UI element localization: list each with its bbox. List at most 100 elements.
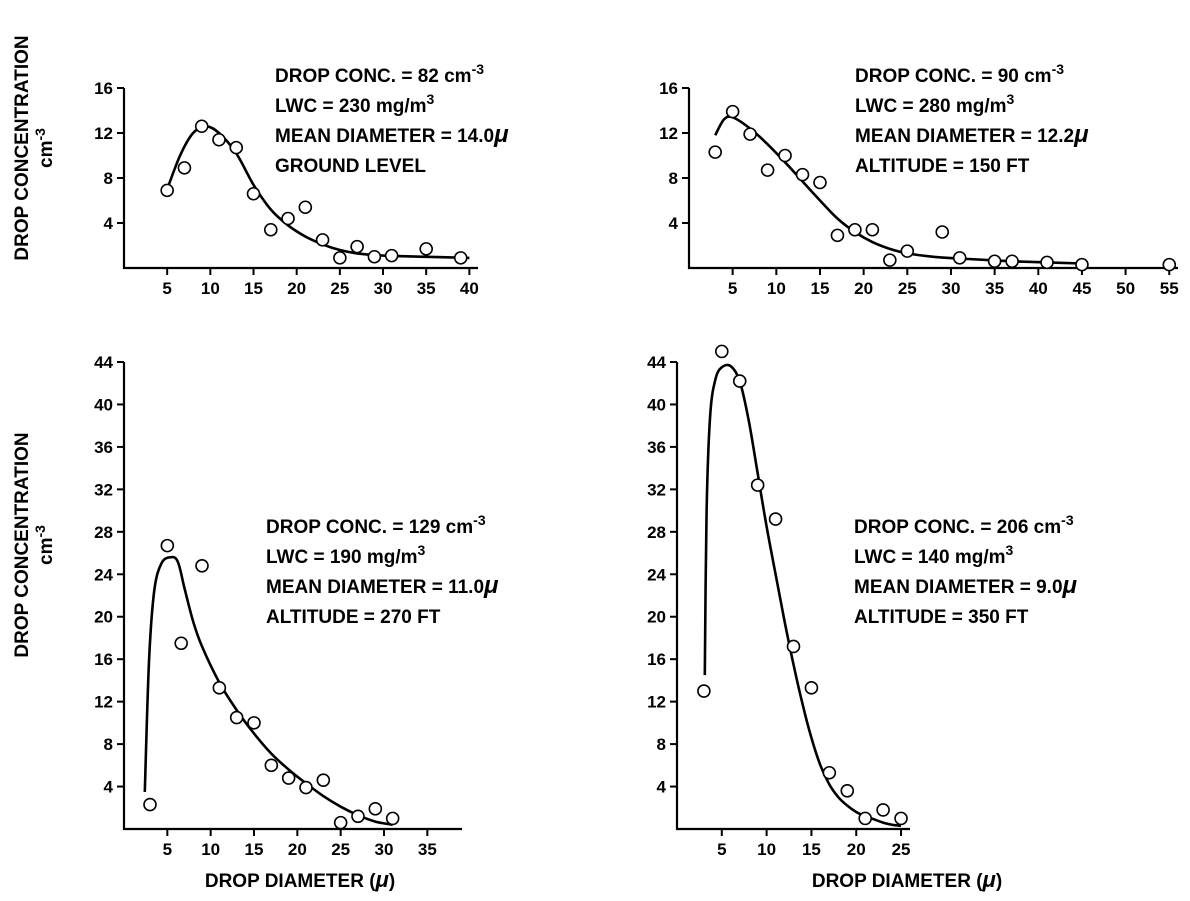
data-point [840, 783, 855, 798]
y-tick-label: 32 [94, 480, 113, 499]
annotation-line: MEAN DIAMETER = 11.0μ [266, 572, 499, 599]
x-tick-label: 10 [757, 840, 776, 859]
y-tick-label: 12 [659, 124, 678, 143]
annotation-line: ALTITUDE = 350 FT [854, 607, 1029, 628]
data-point [760, 163, 775, 177]
x-tick-label: 10 [767, 279, 786, 298]
data-point [229, 140, 244, 155]
annotation-line: DROP CONC. = 129 cm-3 [266, 512, 486, 538]
y-tick-label: 16 [659, 79, 678, 98]
data-point [160, 183, 174, 198]
data-point [229, 710, 244, 725]
data-point [813, 175, 827, 190]
annotation-line: MEAN DIAMETER = 14.0μ [275, 121, 509, 148]
x-tick-label: 20 [287, 279, 306, 298]
data-point [732, 374, 747, 388]
x-tick-label: 5 [728, 279, 737, 298]
y-tick-label: 36 [94, 438, 113, 457]
data-point [195, 558, 209, 573]
data-point [177, 161, 192, 175]
data-point [212, 681, 227, 695]
x-tick-label: 45 [1072, 279, 1091, 298]
y-tick-label: 12 [647, 693, 666, 712]
annotation-line: DROP CONC. = 82 cm-3 [275, 61, 484, 87]
x-tick-label: 25 [330, 279, 349, 298]
data-point [876, 803, 890, 817]
data-point [795, 167, 810, 182]
data-point [333, 251, 347, 265]
data-point [298, 200, 313, 215]
x-tick-label: 25 [331, 840, 350, 859]
x-tick-label: 30 [942, 279, 961, 298]
data-point [952, 251, 967, 265]
x-tick-label: 25 [892, 840, 911, 859]
data-point [822, 765, 837, 780]
data-point [804, 681, 819, 695]
data-point [350, 239, 364, 254]
data-point [368, 802, 383, 816]
data-point [1005, 254, 1019, 269]
data-point [333, 815, 348, 830]
y-axis-title-top-unit: cm-3 [32, 128, 57, 168]
y-tick-label: 12 [94, 693, 113, 712]
y-tick-label: 36 [647, 438, 666, 457]
x-tick-label: 35 [985, 279, 1004, 298]
axes [122, 362, 462, 831]
x-tick-label: 15 [245, 840, 264, 859]
data-point [385, 811, 400, 826]
data-point [778, 148, 792, 163]
x-tick-label: 35 [418, 840, 437, 859]
annotation-line: LWC = 230 mg/m3 [275, 91, 435, 117]
y-tick-label: 4 [104, 214, 114, 233]
axes [675, 362, 910, 831]
x-tick-label: 50 [1116, 279, 1135, 298]
annotation-line: DROP CONC. = 206 cm-3 [854, 512, 1074, 538]
y-axis-title-bottom-unit: cm-3 [32, 525, 57, 565]
y-axis-title-top: DROP CONCENTRATION [12, 35, 33, 260]
data-point [894, 811, 908, 826]
data-point [768, 512, 783, 526]
data-point [987, 254, 1002, 269]
y-tick-label: 20 [94, 608, 113, 627]
data-point [143, 797, 157, 812]
data-point [315, 233, 330, 247]
x-tick-label: 40 [460, 279, 479, 298]
x-axis-title-right: DROP DIAMETER (μ) [812, 867, 1002, 892]
data-point [299, 780, 313, 795]
chart-panel-4: 4 8 12 16 20 24 28 32 36 40 44 5 10 15 20 25 DROP CONC. … [647, 344, 1078, 859]
annotation-line: MEAN DIAMETER = 12.2μ [855, 121, 1089, 148]
data-point [1162, 257, 1177, 272]
annotation-line: DROP CONC. = 90 cm-3 [855, 61, 1064, 87]
x-tick-label: 15 [244, 279, 263, 298]
y-tick-label: 16 [94, 79, 113, 98]
x-axis-title-left: DROP DIAMETER (μ) [205, 867, 395, 892]
x-tick-label: 15 [802, 840, 821, 859]
axes [687, 88, 1178, 270]
x-tick-label: 5 [162, 279, 171, 298]
y-tick-label: 20 [647, 608, 666, 627]
y-tick-label: 4 [657, 778, 667, 797]
x-tick-label: 10 [201, 279, 220, 298]
x-tick-label: 40 [1029, 279, 1048, 298]
data-point [453, 251, 468, 265]
data-point [160, 538, 175, 553]
y-tick-label: 44 [647, 353, 666, 372]
data-point [281, 771, 296, 785]
chart-panel-3: 4 8 12 16 20 24 28 32 36 40 44 5 10 15 20 25 30 35 DROP CO… [94, 353, 499, 859]
y-tick-label: 16 [94, 650, 113, 669]
x-tick-label: 20 [847, 840, 866, 859]
data-point [281, 211, 295, 226]
annotation-line: ALTITUDE = 270 FT [266, 607, 441, 628]
data-point [263, 222, 278, 237]
y-tick-label: 28 [647, 523, 666, 542]
y-tick-label: 24 [94, 565, 113, 584]
data-point [865, 222, 880, 237]
x-tick-label: 20 [854, 279, 873, 298]
x-tick-label: 5 [717, 840, 726, 859]
y-axis-title-bottom: DROP CONCENTRATION [12, 432, 33, 657]
data-point [750, 478, 765, 492]
data-point [708, 145, 722, 159]
data-point [419, 242, 433, 256]
annotation-line: LWC = 280 mg/m3 [855, 91, 1015, 117]
